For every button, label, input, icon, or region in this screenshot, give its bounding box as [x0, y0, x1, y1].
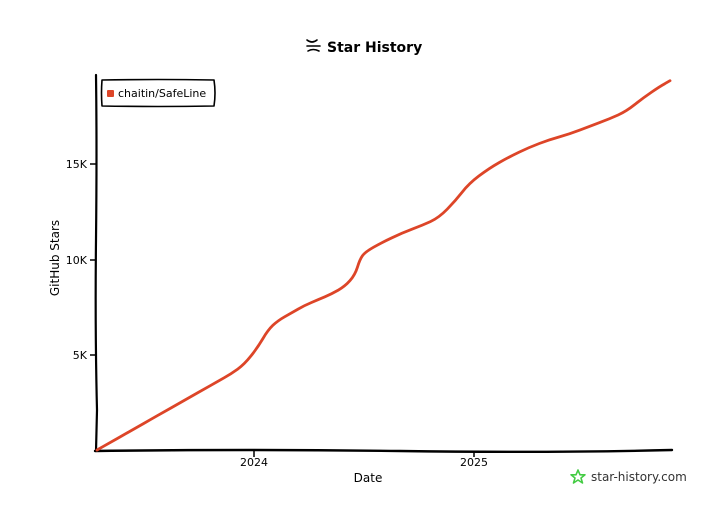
chart-title: Star History	[306, 39, 422, 56]
x-axis-label: Date	[354, 471, 383, 485]
y-tick-label-5k: 5K	[73, 349, 88, 362]
legend-swatch	[107, 90, 114, 97]
series-line	[95, 79, 672, 452]
watermark: star-history.com	[570, 469, 687, 484]
y-tick-label-10k: 10K	[66, 254, 88, 267]
x-axis-line	[93, 448, 674, 453]
chart-title-text: Star History	[327, 40, 422, 56]
y-axis-label: GitHub Stars	[48, 220, 62, 296]
legend: chaitin/SafeLine	[100, 78, 216, 108]
legend-box	[100, 78, 216, 108]
x-tick-label-2025: 2025	[460, 456, 488, 469]
y-axis-line	[94, 73, 99, 453]
x-tick-label-2024: 2024	[240, 456, 268, 469]
y-tick-label-15k: 15K	[66, 158, 88, 171]
legend-label: chaitin/SafeLine	[118, 87, 206, 100]
watermark-text: star-history.com	[591, 470, 687, 484]
star-icon	[570, 469, 586, 484]
star-history-logo-icon	[306, 39, 321, 52]
